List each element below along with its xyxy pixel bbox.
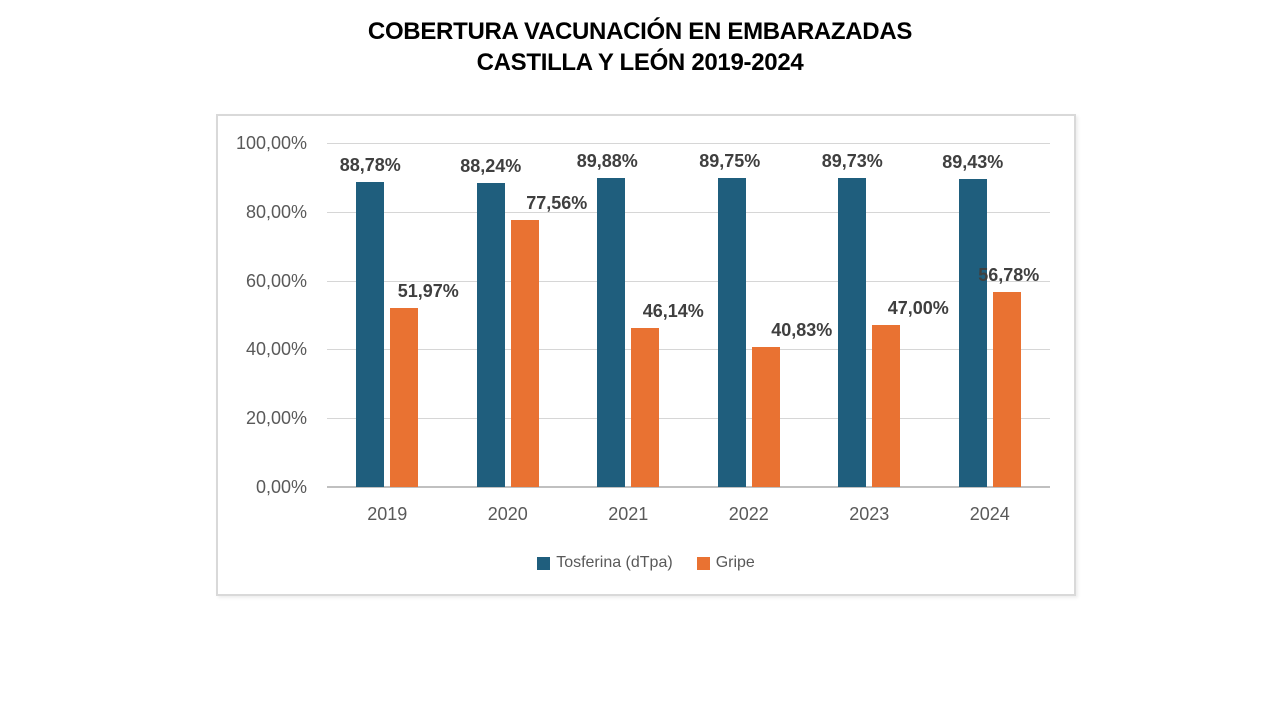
data-label-gripe-2021: 46,14%	[642, 301, 704, 321]
y-tick-20: 20,00%	[245, 408, 307, 429]
data-label-gripe-2022: 40,83%	[771, 320, 833, 340]
legend-swatch-tosferina-dtpa	[537, 556, 551, 570]
data-label-tosferina-dtpa-2020: 88,24%	[460, 156, 522, 176]
y-tick-100: 100,00%	[235, 133, 307, 153]
x-axis-line	[327, 486, 1050, 488]
bar-tosferina-dtpa-2019	[356, 182, 385, 487]
legend-swatch-gripe	[696, 556, 710, 570]
data-label-tosferina-dtpa-2022: 89,75%	[699, 151, 761, 171]
bar-gripe-2019	[390, 308, 419, 487]
data-label-gripe-2024: 56,78%	[978, 265, 1040, 285]
bar-gripe-2021	[631, 328, 660, 487]
bar-tosferina-dtpa-2021	[597, 178, 626, 487]
data-label-tosferina-dtpa-2019: 88,78%	[339, 155, 401, 175]
legend-label-tosferina-dtpa: Tosferina (dTpa)	[556, 554, 673, 571]
chart-frame: Tosferina (dTpa) Gripe 100,00% 80,00% 60,00…	[216, 114, 1076, 596]
gridline-80	[327, 211, 1050, 213]
x-tick-2022: 2022	[728, 504, 769, 524]
legend-item-tosferina-dtpa: Tosferina (dTpa)	[537, 553, 673, 573]
x-tick-2021: 2021	[608, 504, 649, 524]
bar-gripe-2022	[751, 347, 780, 487]
legend-label-gripe: Gripe	[715, 554, 755, 571]
gridline-40	[327, 349, 1050, 351]
x-tick-2019: 2019	[367, 504, 408, 524]
bar-tosferina-dtpa-2022	[717, 178, 746, 487]
bar-tosferina-dtpa-2024	[958, 179, 987, 487]
data-label-gripe-2019: 51,97%	[397, 281, 459, 301]
bar-gripe-2023	[872, 325, 901, 487]
y-tick-60: 60,00%	[245, 270, 307, 291]
bar-tosferina-dtpa-2023	[838, 178, 867, 487]
gridline-60	[327, 280, 1050, 282]
x-tick-2020: 2020	[487, 504, 528, 524]
y-tick-0: 0,00%	[255, 477, 307, 497]
data-label-gripe-2020: 77,56%	[526, 193, 588, 213]
gridline-100	[327, 143, 1050, 144]
data-label-tosferina-dtpa-2023: 89,73%	[821, 151, 883, 171]
data-label-tosferina-dtpa-2021: 89,88%	[576, 151, 638, 171]
chart-title: COBERTURA VACUNACIÓN EN EMBARAZADAS CAST…	[0, 16, 1280, 78]
legend-item-gripe: Gripe	[696, 553, 755, 573]
data-label-gripe-2023: 47,00%	[887, 298, 949, 318]
bar-tosferina-dtpa-2020	[476, 183, 505, 487]
gridline-20	[327, 418, 1050, 420]
data-label-tosferina-dtpa-2024: 89,43%	[942, 152, 1004, 172]
x-tick-2024: 2024	[969, 504, 1010, 524]
chart-title-line2: CASTILLA Y LEÓN 2019-2024	[476, 49, 804, 76]
legend: Tosferina (dTpa) Gripe	[218, 553, 1074, 573]
y-tick-80: 80,00%	[245, 201, 307, 222]
chart-title-line1: COBERTURA VACUNACIÓN EN EMBARAZADAS	[367, 18, 913, 45]
bar-gripe-2024	[992, 292, 1021, 487]
y-tick-40: 40,00%	[245, 339, 307, 360]
x-tick-2023: 2023	[849, 504, 890, 524]
bar-gripe-2020	[510, 220, 539, 487]
